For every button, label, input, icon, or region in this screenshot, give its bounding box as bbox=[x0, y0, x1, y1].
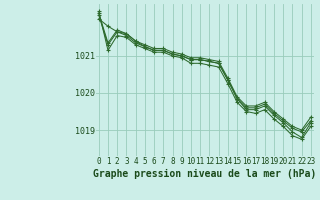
X-axis label: Graphe pression niveau de la mer (hPa): Graphe pression niveau de la mer (hPa) bbox=[93, 169, 316, 179]
